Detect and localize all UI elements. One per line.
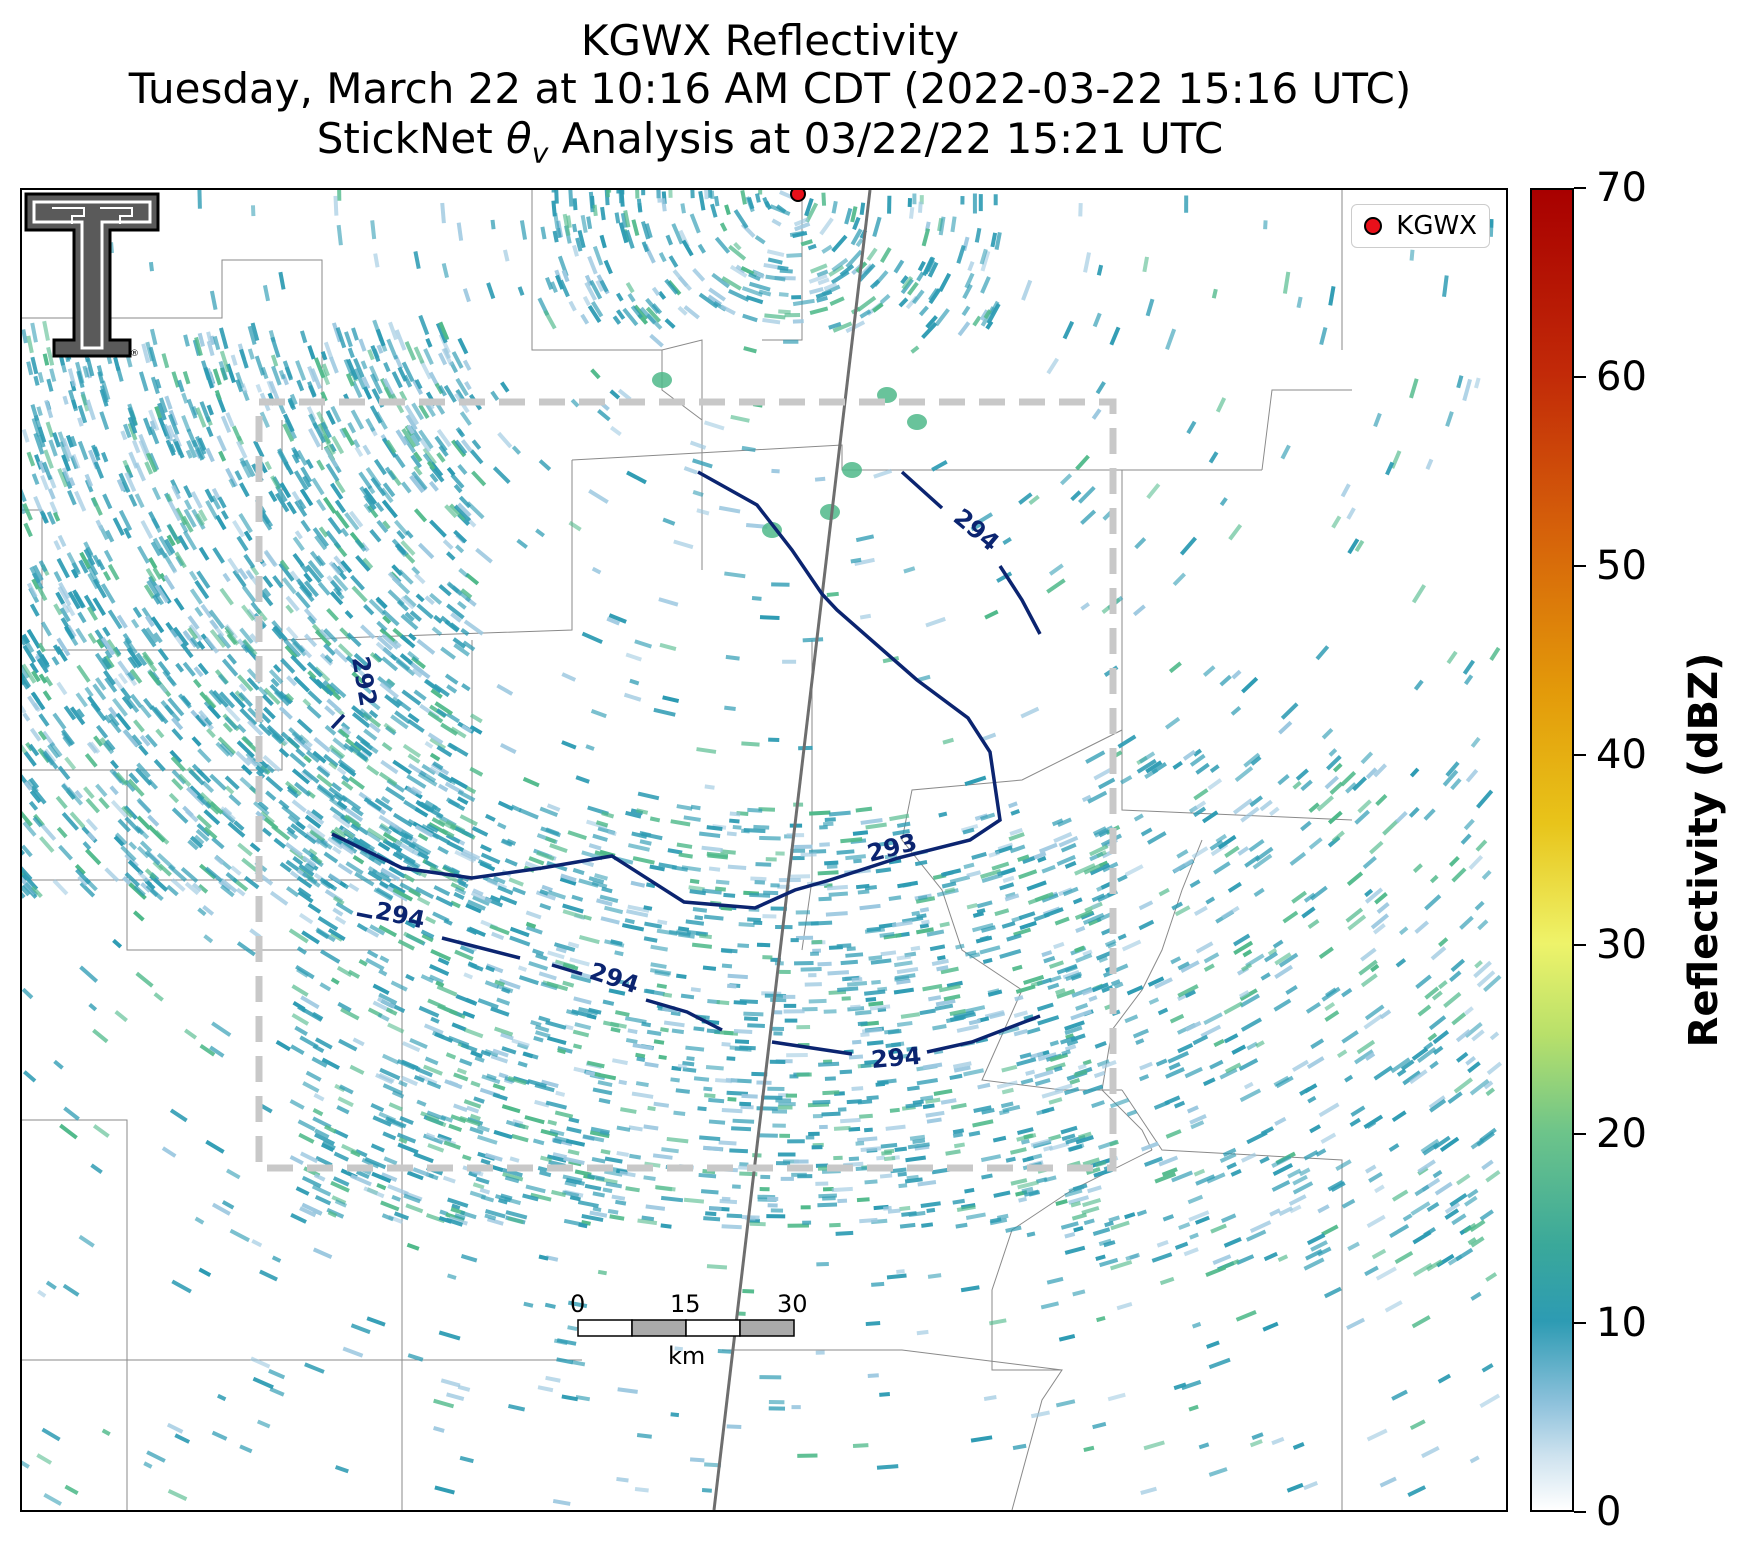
title-line-2: Tuesday, March 22 at 10:16 AM CDT (2022-…: [128, 64, 1412, 113]
theta-v-contours: [330, 470, 1042, 1056]
contour-294-w2: [551, 963, 723, 1032]
analysis-domain-box: [255, 398, 1117, 1172]
kgwx-radar-marker: [790, 190, 806, 202]
colorbar-label: Reflectivity (dBZ): [1681, 652, 1727, 1048]
colorbar-tick-label: 30: [1596, 921, 1647, 968]
title-line-1: KGWX Reflectivity: [580, 16, 960, 65]
colorbar-tick-label: 70: [1596, 165, 1647, 211]
scalebar-tick-0: 0: [570, 1290, 586, 1318]
contour-292: [330, 713, 346, 730]
contour-294-w1: [356, 912, 521, 960]
title-line-3: StickNet θv Analysis at 03/22/22 15:21 U…: [316, 114, 1224, 170]
colorbar-tick-mark: [1574, 187, 1586, 189]
svg-text:®: ®: [130, 349, 139, 359]
colorbar-tick-label: 20: [1596, 1110, 1647, 1157]
map-legend: KGWX: [1351, 204, 1490, 248]
texas-tech-logo-icon: ®: [24, 192, 160, 359]
colorbar-tick-mark: [1574, 376, 1586, 379]
map-canvas: 292 293 294 294 294 294: [22, 190, 1502, 1510]
colorbar-tick-mark: [1574, 943, 1586, 946]
colorbar-tick-mark: [1574, 1132, 1586, 1135]
contour-294-ne: [900, 470, 1042, 635]
colorbar-tick-label: 60: [1596, 354, 1647, 401]
contour-label-292: 292: [346, 654, 382, 708]
scalebar-unit: km: [668, 1342, 706, 1370]
radar-map[interactable]: 292 293 294 294 294 294 0 15 30 km ® KGW…: [20, 188, 1508, 1512]
contour-label-294-se: 294: [870, 1042, 922, 1074]
colorbar-tick-mark: [1574, 1511, 1586, 1513]
highway-line: [712, 190, 872, 1510]
reflectivity-echoes: [22, 190, 1502, 1506]
legend-label: KGWX: [1396, 211, 1477, 241]
colorbar-tick-label: 10: [1596, 1299, 1647, 1346]
colorbar-tick-mark: [1574, 565, 1586, 568]
scalebar-tick-15: 15: [670, 1290, 701, 1318]
scale-bar: [577, 1319, 795, 1337]
reflectivity-colorbar: [1530, 188, 1574, 1512]
colorbar-tick-label: 0: [1596, 1489, 1622, 1535]
colorbar-tick-label: 40: [1596, 732, 1647, 779]
colorbar-tick-mark: [1574, 754, 1586, 757]
contour-label-293: 293: [864, 828, 920, 868]
contour-label-294-ne: 294: [948, 503, 1004, 557]
radar-site-marker-icon: [1364, 217, 1383, 235]
contour-294-se: [771, 1014, 1041, 1056]
colorbar-tick-mark: [1574, 1321, 1586, 1324]
contour-293: [331, 470, 1002, 910]
scalebar-tick-30: 30: [777, 1290, 808, 1318]
colorbar-tick-label: 50: [1596, 543, 1647, 590]
